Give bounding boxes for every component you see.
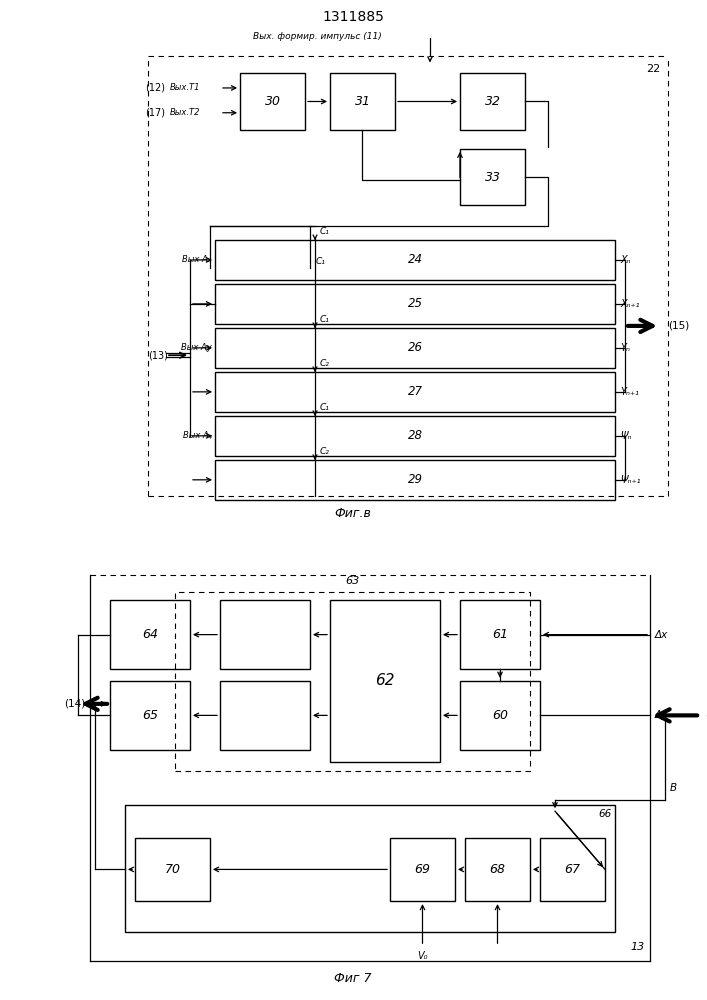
Text: 65: 65	[142, 709, 158, 722]
Text: 25: 25	[407, 297, 423, 310]
Text: Фиг 7: Фиг 7	[334, 972, 372, 985]
Text: 29: 29	[407, 473, 423, 486]
Bar	[215, 328, 615, 368]
Bar	[220, 600, 310, 669]
Text: Yₙ: Yₙ	[620, 343, 630, 353]
Text: 33: 33	[484, 171, 501, 184]
Text: Ψₙ: Ψₙ	[620, 431, 631, 441]
Text: C₁: C₁	[316, 257, 326, 266]
Text: 63: 63	[346, 576, 360, 586]
Text: Yₙ₊₁: Yₙ₊₁	[620, 387, 639, 397]
Text: C₁: C₁	[320, 227, 330, 236]
Text: C₁: C₁	[320, 403, 330, 412]
Text: C₂: C₂	[320, 447, 330, 456]
Text: 1311885: 1311885	[322, 10, 384, 24]
Bar	[220, 681, 310, 750]
Bar	[390, 838, 455, 901]
Text: (13): (13)	[148, 350, 168, 360]
Text: Фиг.в: Фиг.в	[334, 507, 371, 520]
Text: C₁: C₁	[320, 315, 330, 324]
Bar	[465, 838, 530, 901]
Text: 24: 24	[407, 253, 423, 266]
Bar	[460, 600, 540, 669]
Text: 64: 64	[142, 628, 158, 641]
Bar	[110, 681, 190, 750]
Text: 60: 60	[492, 709, 508, 722]
Text: 13: 13	[631, 942, 645, 952]
Bar	[110, 600, 190, 669]
Text: B: B	[670, 783, 677, 793]
Bar	[215, 416, 615, 456]
Bar	[330, 73, 395, 130]
Text: Вых Aу: Вых Aу	[181, 343, 212, 352]
Text: (17): (17)	[145, 108, 165, 118]
Text: 31: 31	[354, 95, 370, 108]
Bar	[215, 460, 615, 500]
Text: Вых.Т1: Вых.Т1	[170, 83, 201, 92]
Bar	[215, 372, 615, 412]
Bar	[460, 681, 540, 750]
Text: Вых. формир. импульс (11): Вых. формир. импульс (11)	[253, 32, 382, 41]
Text: Вых Aᵩ: Вых Aᵩ	[182, 431, 212, 440]
Text: (23): (23)	[705, 710, 707, 720]
Bar	[330, 600, 440, 762]
Text: Xₙ₊₁: Xₙ₊₁	[620, 299, 640, 309]
Text: C₂: C₂	[320, 359, 330, 368]
Bar	[215, 240, 615, 280]
Text: 28: 28	[407, 429, 423, 442]
Bar	[215, 284, 615, 324]
Text: 27: 27	[407, 385, 423, 398]
Text: 22: 22	[645, 64, 660, 74]
Text: 62: 62	[375, 673, 395, 688]
Text: Xₙ: Xₙ	[620, 255, 631, 265]
Bar	[240, 73, 305, 130]
Text: 61: 61	[492, 628, 508, 641]
Text: 66: 66	[599, 809, 612, 819]
Bar	[135, 838, 210, 901]
Text: (12): (12)	[145, 83, 165, 93]
Text: Ψₙ₊₁: Ψₙ₊₁	[620, 475, 641, 485]
Text: (15): (15)	[668, 321, 689, 331]
Text: 67: 67	[564, 863, 580, 876]
Text: 68: 68	[489, 863, 506, 876]
Text: 30: 30	[264, 95, 281, 108]
Bar	[460, 149, 525, 205]
Bar	[125, 805, 615, 932]
Text: Δy: Δy	[655, 710, 668, 720]
Bar	[460, 73, 525, 130]
Text: Δx: Δx	[655, 630, 668, 640]
Bar	[540, 838, 605, 901]
Text: Вых Aₓ: Вых Aₓ	[182, 255, 212, 264]
Text: 26: 26	[407, 341, 423, 354]
Text: (14): (14)	[64, 699, 85, 709]
Text: 70: 70	[165, 863, 180, 876]
Text: V₀: V₀	[417, 951, 428, 961]
Text: 69: 69	[414, 863, 431, 876]
Text: 32: 32	[484, 95, 501, 108]
Text: Вых.Т2: Вых.Т2	[170, 108, 201, 117]
